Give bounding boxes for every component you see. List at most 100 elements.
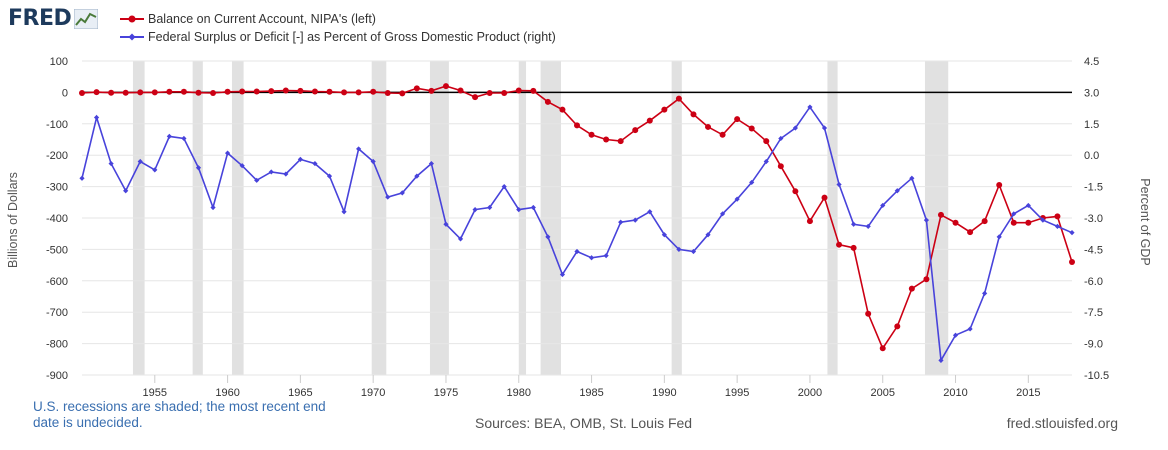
series-1-point — [137, 158, 143, 165]
series-1-point — [1054, 223, 1061, 229]
series-0-point — [79, 90, 85, 97]
series-0-point — [253, 88, 260, 95]
series-1-point — [938, 357, 944, 363]
series-0-point — [661, 106, 668, 113]
series-0-point — [341, 89, 348, 96]
legend-item-current-account[interactable]: Balance on Current Account, NIPA's (left… — [120, 10, 556, 28]
series-0-point — [646, 117, 653, 124]
legend-item-federal-deficit[interactable]: Federal Surplus or Deficit [-] as Percen… — [120, 28, 556, 46]
series-0-point — [515, 87, 522, 94]
x-tick-label: 1970 — [361, 387, 385, 399]
series-1-point — [632, 217, 638, 223]
series-0-point — [355, 89, 362, 96]
series-0-point — [705, 123, 712, 130]
series-1-point — [734, 196, 740, 202]
left-axis-ticks: 100 0 -100 -200 -300 -400 -500 -600 -700 -800 -900 — [46, 56, 68, 382]
recession-note: U.S. recessions are shaded; the most rec… — [33, 399, 326, 430]
x-tick-label: 1975 — [434, 387, 458, 399]
series-1-point — [647, 209, 653, 215]
series-1-point — [487, 204, 493, 211]
series-0-point — [472, 94, 479, 101]
series-0-point — [239, 88, 246, 95]
x-tick-label: 1965 — [288, 387, 312, 399]
series-1-point — [152, 167, 158, 173]
series-0-point — [763, 138, 770, 145]
series-0-point — [923, 276, 930, 283]
series-0-point — [1069, 258, 1075, 265]
series-1-point — [705, 232, 711, 238]
series-0-point — [952, 219, 959, 226]
series-1-point — [996, 234, 1002, 240]
left-tick-label: -400 — [46, 213, 68, 225]
series-0-point — [996, 182, 1003, 189]
series-0-point — [530, 87, 537, 94]
series-1-point — [1040, 217, 1046, 223]
series-1-point — [181, 135, 187, 142]
sources-text: Sources: BEA, OMB, St. Louis Fed — [475, 415, 693, 431]
x-tick-label: 1990 — [652, 387, 676, 399]
series-0-point — [268, 88, 275, 95]
series-1-point — [851, 221, 857, 227]
series-layer — [79, 83, 1075, 363]
x-tick-label: 2010 — [943, 387, 967, 399]
series-0-point — [166, 88, 173, 95]
series-0-point — [151, 89, 158, 96]
series-0-point — [457, 87, 464, 94]
line-chart-icon — [74, 8, 99, 29]
series-0-point — [486, 90, 493, 97]
right-tick-label: -6.0 — [1084, 276, 1103, 288]
left-tick-label: -700 — [46, 307, 68, 319]
series-1-point — [574, 248, 580, 255]
series-0-point — [908, 285, 915, 292]
legend-swatch-red — [120, 15, 144, 23]
series-0-point — [734, 116, 741, 123]
series-1-point — [661, 232, 667, 238]
series-1-point — [428, 160, 435, 167]
right-tick-label: -3.0 — [1084, 213, 1103, 225]
series-0-point — [384, 90, 391, 97]
series-0-point — [617, 138, 624, 145]
series-0-point — [792, 188, 799, 195]
series-1-point — [749, 179, 755, 186]
series-0-point — [588, 131, 595, 138]
x-tick-label: 2000 — [798, 387, 822, 399]
left-tick-label: -600 — [46, 276, 68, 288]
right-tick-label: -4.5 — [1084, 244, 1103, 256]
series-0-point — [559, 106, 566, 113]
legend-label-federal-deficit: Federal Surplus or Deficit [-] as Percen… — [148, 30, 556, 44]
series-1-point — [865, 223, 871, 229]
left-tick-label: -300 — [46, 182, 68, 194]
series-0-point — [937, 211, 944, 218]
right-tick-label: 0.0 — [1084, 150, 1099, 162]
series-1-point — [224, 150, 231, 156]
site-link[interactable]: fred.stlouisfed.org — [1006, 415, 1118, 431]
series-1-point — [443, 221, 449, 227]
x-tick-label: 1985 — [579, 387, 603, 399]
series-line-1 — [81, 105, 1073, 363]
fred-logo[interactable]: FRED — [8, 6, 99, 31]
series-0-point — [603, 136, 610, 143]
series-0-point — [413, 85, 420, 92]
series-1-point — [501, 184, 507, 190]
series-1-point — [763, 158, 769, 165]
left-tick-label: 100 — [50, 56, 68, 68]
series-0-point — [501, 90, 508, 97]
series-1-point — [1025, 202, 1031, 209]
series-1-point — [370, 158, 376, 165]
series-0-point — [195, 89, 202, 96]
right-tick-label: 4.5 — [1084, 56, 1099, 68]
series-0-point — [836, 241, 843, 248]
logo-text: FRED — [8, 6, 72, 31]
series-1-point — [792, 125, 798, 131]
series-0-point — [1025, 219, 1032, 226]
series-1-point — [326, 173, 333, 179]
right-tick-label: -9.0 — [1084, 339, 1103, 351]
series-1-point — [982, 290, 988, 296]
x-tick-label: 1955 — [143, 387, 167, 399]
series-0-point — [894, 323, 901, 330]
series-1-point — [195, 165, 202, 171]
series-1-point — [836, 181, 842, 188]
series-1-point — [530, 204, 536, 211]
series-1-point — [123, 188, 129, 194]
